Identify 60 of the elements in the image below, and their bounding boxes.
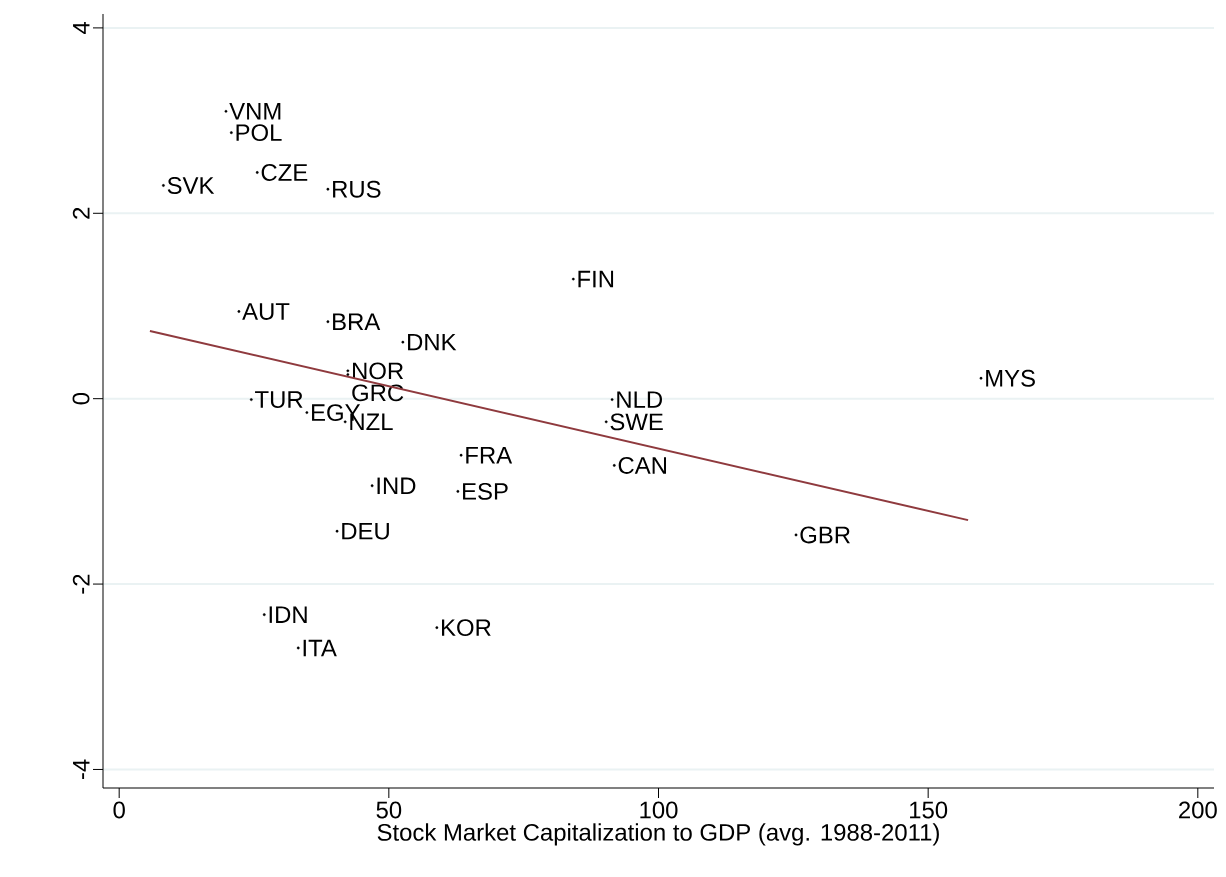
y-tick-label: -2: [72, 574, 90, 594]
point: [255, 171, 259, 174]
data-label: IDN: [269, 606, 307, 623]
point: [296, 646, 300, 650]
point: [610, 398, 614, 401]
data-label: ITA: [303, 639, 337, 657]
y-tick-label: -4: [73, 759, 90, 780]
point: [229, 131, 233, 135]
data-label: CAN: [618, 456, 666, 474]
point: [326, 187, 330, 191]
data-label: DEU: [342, 522, 389, 540]
point: [224, 109, 228, 113]
data-label: DNK: [408, 333, 457, 351]
x-tick-label: 0: [113, 801, 125, 819]
point: [459, 453, 463, 457]
data-label: SVK: [167, 177, 215, 194]
point: [571, 277, 575, 281]
x-tick-label: 50: [376, 801, 402, 819]
data-label: BRA: [333, 313, 381, 330]
point: [335, 529, 339, 533]
point: [401, 340, 405, 344]
point: [326, 320, 330, 324]
point: [346, 373, 350, 376]
data-label: VNM: [229, 103, 281, 120]
data-label: GBR: [800, 526, 850, 544]
point: [346, 369, 350, 373]
x-tick-label: 200: [1179, 801, 1217, 819]
point: [612, 464, 616, 467]
data-label: ESP: [463, 482, 508, 500]
data-label: SWE: [610, 413, 663, 431]
x-tick-label: 100: [640, 801, 678, 819]
point: [305, 411, 309, 414]
data-label: GRC: [352, 384, 404, 402]
data-label: AUT: [242, 303, 290, 320]
data-label: CZE: [261, 164, 308, 181]
point: [435, 626, 439, 630]
point: [249, 398, 253, 401]
data-label: NLD: [617, 391, 662, 408]
point: [370, 484, 374, 488]
data-label: IND: [377, 477, 416, 495]
point: [162, 184, 165, 187]
data-label: NOR: [353, 362, 404, 380]
data-label: FIN: [578, 270, 614, 288]
y-tick-label: 0: [72, 392, 90, 405]
point: [262, 613, 266, 617]
data-label: KOR: [442, 619, 491, 637]
point: [237, 310, 241, 313]
data-label: MYS: [986, 369, 1035, 387]
data-label: FRA: [466, 446, 513, 464]
data-label: TUR: [255, 391, 303, 408]
data-label: POL: [236, 124, 282, 142]
y-tick-label: 2: [72, 207, 90, 219]
point: [604, 420, 608, 424]
point: [794, 533, 798, 537]
point: [456, 489, 460, 493]
x-tick-label: 150: [910, 801, 948, 819]
point: [979, 376, 983, 380]
x-axis-title: Stock Market Capitalization to GDP (avg. 1988-2011): [377, 823, 939, 846]
data-label: RUS: [333, 180, 381, 198]
y-tick-label: 4: [73, 21, 90, 34]
